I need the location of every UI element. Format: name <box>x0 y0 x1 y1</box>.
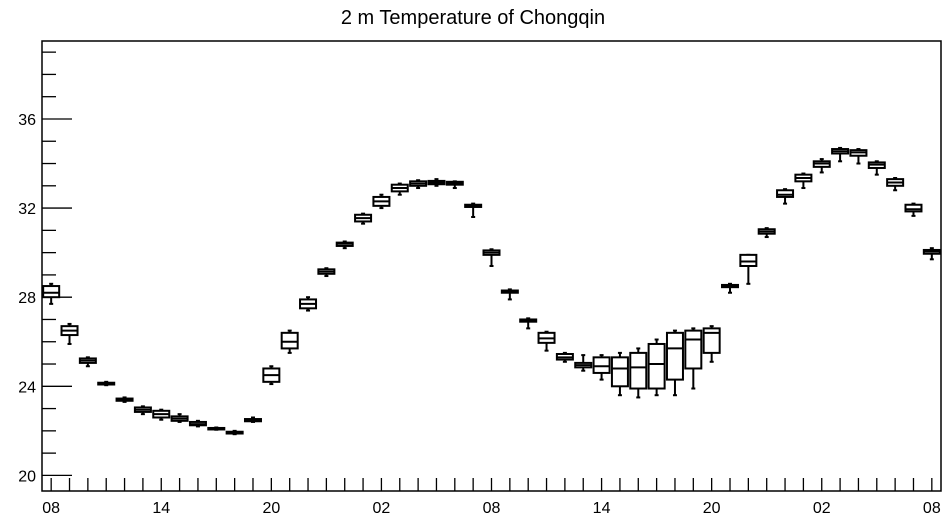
x-tick-label: 08 <box>483 500 501 517</box>
box-plot <box>776 188 795 205</box>
chart-title: 2 m Temperature of Chongqin <box>341 7 605 29</box>
box-iqr <box>280 331 299 350</box>
box-plot <box>739 253 758 285</box>
box-plot <box>390 182 409 196</box>
box-iqr <box>665 331 684 381</box>
box-plot <box>647 338 666 397</box>
box-plot <box>152 408 171 421</box>
box-plot <box>812 158 831 174</box>
x-axis: 08 14 20 02 08 14 20 02 08 <box>42 478 941 517</box>
box-iqr <box>904 203 923 213</box>
box-plot <box>555 351 574 363</box>
box-plot <box>867 160 886 176</box>
box-plot <box>262 365 281 386</box>
box-plot <box>445 180 464 190</box>
x-tick-label: 20 <box>262 500 280 517</box>
box-iqr <box>629 351 648 390</box>
y-tick-label: 32 <box>18 201 36 218</box>
box-plot <box>849 148 868 165</box>
box-plot <box>886 177 905 192</box>
box-plot <box>243 416 262 423</box>
box-plot <box>42 282 61 305</box>
box-plot <box>317 267 336 278</box>
box-plot <box>299 296 318 312</box>
box-plot <box>519 317 538 330</box>
box-iqr <box>776 189 795 198</box>
box-plot <box>225 429 244 436</box>
box-plot <box>574 354 593 372</box>
box-plot <box>482 248 501 267</box>
box-plot <box>170 413 189 423</box>
box-plot <box>188 419 207 428</box>
box-plot <box>831 146 850 163</box>
box-iqr <box>592 356 611 374</box>
y-axis: 20 24 28 32 36 <box>18 51 72 485</box>
x-tick-label: 08 <box>923 500 941 517</box>
x-tick-label: 20 <box>703 500 721 517</box>
box-plot <box>409 179 428 190</box>
box-plot <box>372 193 391 210</box>
box-plot <box>610 351 629 397</box>
box-plot <box>427 178 446 187</box>
y-tick-label: 20 <box>18 468 36 485</box>
x-tick-label: 02 <box>373 500 391 517</box>
box-plot <box>922 247 941 261</box>
y-tick-label: 24 <box>18 379 36 396</box>
box-plot <box>207 426 226 431</box>
box-iqr <box>684 329 703 370</box>
box-plot <box>464 202 483 218</box>
box-plot <box>335 240 354 250</box>
box-plot <box>500 288 519 301</box>
box-plot <box>665 329 684 397</box>
y-tick-label: 36 <box>18 112 36 129</box>
box-plot <box>904 202 923 217</box>
y-tick-label: 28 <box>18 290 36 307</box>
box-plot <box>757 227 776 239</box>
box-plot <box>97 380 116 387</box>
box-plot <box>537 330 556 352</box>
box-plot <box>354 212 373 225</box>
box-iqr <box>647 342 666 390</box>
box-series <box>42 146 941 436</box>
x-tick-label: 08 <box>42 500 60 517</box>
box-plot <box>592 354 611 381</box>
box-plot <box>794 172 813 190</box>
x-tick-label: 14 <box>593 500 611 517</box>
x-tick-label: 02 <box>813 500 831 517</box>
box-plot <box>721 282 740 294</box>
box-plot <box>280 329 299 354</box>
box-iqr <box>702 327 721 354</box>
box-plot <box>78 356 97 368</box>
box-plot <box>60 322 79 345</box>
box-iqr <box>610 356 629 388</box>
box-plot <box>629 347 648 399</box>
box-plot <box>684 327 703 390</box>
box-plot <box>133 405 152 416</box>
box-plot <box>702 325 721 363</box>
box-iqr <box>42 285 61 299</box>
x-tick-label: 14 <box>152 500 170 517</box>
box-plot <box>115 396 134 403</box>
box-iqr <box>739 253 758 268</box>
